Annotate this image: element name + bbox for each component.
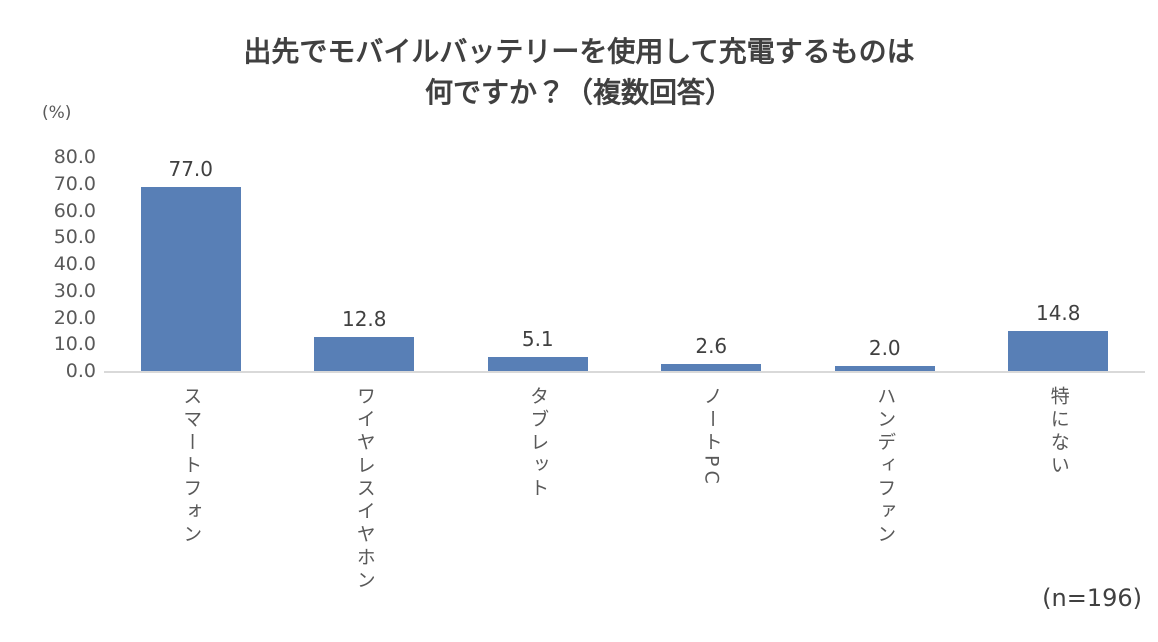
bar (140, 187, 241, 371)
bar-value-label: 2.6 (695, 334, 728, 359)
bar-value-label: 12.8 (341, 306, 387, 331)
category-label: 特にない (1047, 386, 1070, 478)
category-column: ハンディファン (798, 386, 972, 593)
bar (1008, 331, 1109, 371)
chart-title: 出先でモバイルバッテリーを使用して充電するものは 何ですか？（複数回答） (0, 32, 1158, 113)
category-label: ワイヤレスイヤホン (353, 386, 376, 593)
bar-column: 12.8 (278, 157, 452, 371)
y-tick-label: 10.0 (53, 333, 96, 356)
category-label: ハンディファン (874, 386, 897, 547)
sample-size-note: (n=196) (1042, 584, 1142, 612)
bar (834, 365, 935, 371)
y-tick-label: 40.0 (53, 253, 96, 275)
y-tick-label: 50.0 (53, 226, 96, 249)
bar-column: 5.1 (451, 157, 625, 371)
bar (314, 336, 415, 371)
bar-value-label: 77.0 (168, 157, 214, 181)
y-tick-label: 0.0 (65, 360, 96, 382)
bar-value-label: 2.0 (868, 335, 901, 360)
category-column: ワイヤレスイヤホン (278, 386, 452, 593)
category-column: タブレット (451, 386, 625, 593)
category-label: スマートフォン (180, 386, 203, 547)
y-tick-label: 60.0 (53, 199, 96, 222)
chart-title-line-1: 出先でモバイルバッテリーを使用して充電するものは (243, 35, 915, 68)
bar-column: 2.0 (798, 157, 972, 371)
bar (487, 357, 588, 371)
bars: 77.0 12.8 5.1 2.6 2.0 14.8 (104, 157, 1145, 371)
category-label: ノートPC (700, 386, 723, 488)
bar-column: 2.6 (625, 157, 799, 371)
y-tick-label: 30.0 (53, 279, 96, 302)
category-column: スマートフォン (104, 386, 278, 593)
bar-column: 14.8 (972, 157, 1146, 371)
y-axis-unit-label: (%) (42, 103, 72, 123)
y-tick-label: 80.0 (53, 146, 96, 168)
category-column: ノートPC (625, 386, 799, 593)
category-column: 特にない (972, 386, 1146, 593)
y-tick-label: 20.0 (53, 306, 96, 329)
y-axis-ticks: 80.0 70.0 60.0 50.0 40.0 30.0 20.0 10.0 0.0 (0, 146, 96, 382)
chart-title-line-2: 何ですか？（複数回答） (424, 75, 733, 109)
bar-value-label: 5.1 (521, 327, 554, 352)
bar-column: 77.0 (104, 157, 278, 371)
bar (661, 364, 762, 371)
category-labels: スマートフォン ワイヤレスイヤホン タブレット ノートPC ハンディファン 特にない (104, 386, 1145, 593)
y-tick-label: 70.0 (53, 172, 96, 195)
category-label: タブレット (527, 386, 550, 501)
plot-area: 77.0 12.8 5.1 2.6 2.0 14.8 (104, 157, 1145, 373)
bar-value-label: 14.8 (1035, 301, 1081, 326)
